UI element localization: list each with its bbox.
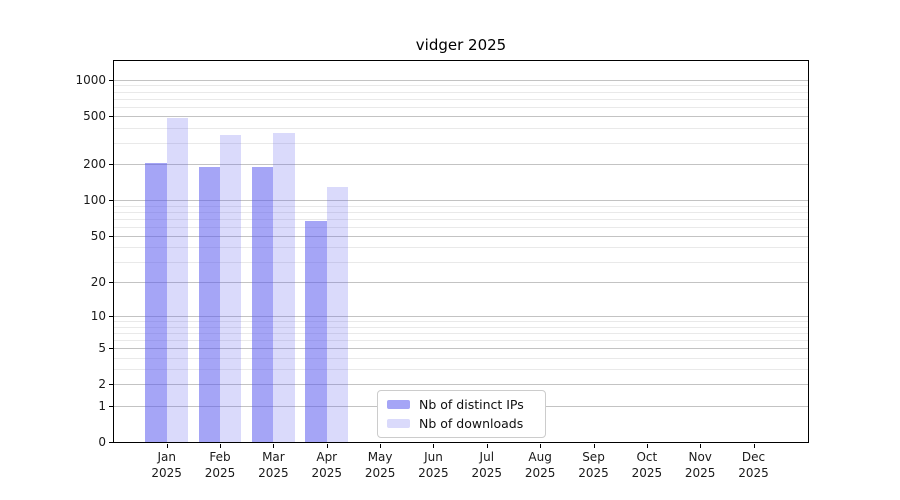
gridline-major — [114, 116, 808, 118]
legend-label-distinct-ips: Nb of distinct IPs — [419, 397, 524, 412]
y-tick-label: 10 — [90, 309, 106, 324]
x-tick-label: Jul 2025 — [471, 450, 503, 480]
plot-area: Nb of distinct IPs Nb of downloads — [113, 60, 809, 443]
x-tick-mark — [700, 444, 702, 448]
y-tick-label: 1 — [98, 398, 106, 413]
x-tick-label: Mar 2025 — [258, 450, 289, 480]
gridline-minor — [114, 91, 808, 93]
y-tick-mark — [109, 79, 113, 81]
gridline-minor — [114, 357, 808, 359]
gridline-minor — [114, 247, 808, 249]
gridline-minor — [114, 340, 808, 342]
gridline-minor — [114, 127, 808, 129]
gridline-major — [114, 316, 808, 318]
gridline-major — [114, 235, 808, 237]
x-tick-mark — [486, 444, 488, 448]
x-tick-label: Oct 2025 — [631, 450, 663, 480]
y-tick-label: 50 — [90, 228, 106, 243]
gridline-minor — [114, 218, 808, 220]
gridline-minor — [114, 326, 808, 328]
y-tick-mark — [109, 116, 113, 118]
y-tick-mark — [109, 348, 113, 350]
x-tick-mark — [433, 444, 435, 448]
gridline-major — [114, 282, 808, 284]
y-tick-label: 1000 — [75, 72, 106, 87]
legend-item-downloads: Nb of downloads — [387, 416, 536, 431]
x-tick-mark — [326, 444, 328, 448]
gridline-minor — [114, 262, 808, 264]
x-tick-mark — [540, 444, 542, 448]
gridline-major — [114, 384, 808, 386]
y-tick-mark — [109, 200, 113, 202]
gridline-minor — [114, 333, 808, 335]
legend-swatch-distinct-ips-icon — [387, 400, 410, 409]
x-tick-mark — [753, 444, 755, 448]
x-tick-label: Apr 2025 — [311, 450, 343, 480]
bar-distinct-ips — [198, 167, 221, 442]
gridline-minor — [114, 211, 808, 213]
x-tick-mark — [220, 444, 222, 448]
gridline-minor — [114, 226, 808, 228]
gridline-minor — [114, 205, 808, 207]
y-tick-mark — [109, 282, 113, 284]
gridline-minor — [114, 98, 808, 100]
y-tick-mark — [109, 235, 113, 237]
bar-downloads — [220, 135, 242, 442]
x-tick-mark — [593, 444, 595, 448]
bar-downloads — [166, 118, 188, 442]
y-tick-label: 100 — [83, 193, 106, 208]
bar-distinct-ips — [305, 220, 327, 442]
y-tick-label: 0 — [98, 435, 106, 449]
y-tick-mark — [109, 164, 113, 166]
gridline-major — [114, 79, 808, 81]
x-tick-mark — [273, 444, 275, 448]
x-tick-label: Dec 2025 — [738, 450, 769, 480]
gridline-minor — [114, 321, 808, 323]
x-tick-mark — [646, 444, 648, 448]
bar-downloads — [273, 133, 295, 442]
y-tick-mark — [109, 442, 113, 443]
legend-item-distinct-ips: Nb of distinct IPs — [387, 397, 536, 412]
gridline-minor — [114, 142, 808, 144]
x-tick-label: Jun 2025 — [418, 450, 449, 480]
gridline-major — [114, 348, 808, 350]
legend-label-downloads: Nb of downloads — [419, 416, 524, 431]
y-tick-mark — [109, 405, 113, 407]
gridline-major — [114, 164, 808, 166]
bar-distinct-ips — [145, 162, 167, 442]
bar-downloads — [326, 186, 349, 442]
y-tick-mark — [109, 316, 113, 318]
x-tick-label: May 2025 — [364, 450, 396, 480]
gridline-minor — [114, 369, 808, 371]
x-tick-label: Nov 2025 — [684, 450, 716, 480]
legend: Nb of distinct IPs Nb of downloads — [377, 390, 546, 438]
gridline-major — [114, 200, 808, 202]
x-tick-mark — [380, 444, 382, 448]
y-tick-label: 2 — [98, 377, 106, 392]
chart-title: vidger 2025 — [415, 36, 507, 54]
x-tick-label: Jan 2025 — [151, 450, 182, 480]
x-tick-label: Aug 2025 — [524, 450, 556, 480]
x-tick-mark — [166, 444, 168, 448]
y-tick-mark — [109, 384, 113, 386]
bars — [114, 61, 808, 442]
x-tick-label: Feb 2025 — [204, 450, 236, 480]
x-tick-label: Sep 2025 — [578, 450, 609, 480]
y-tick-label: 20 — [90, 275, 106, 290]
y-tick-label: 5 — [98, 341, 106, 356]
y-tick-label: 500 — [83, 109, 106, 124]
bar-distinct-ips — [252, 167, 274, 442]
gridline-minor — [114, 106, 808, 108]
legend-swatch-downloads-icon — [387, 419, 410, 428]
y-tick-label: 200 — [83, 157, 106, 172]
gridline-minor — [114, 85, 808, 87]
